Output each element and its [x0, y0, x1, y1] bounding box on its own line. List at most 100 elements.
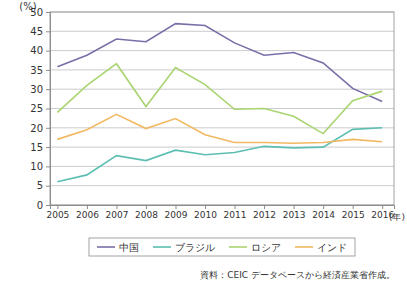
chart: 0510152025303540455020052006200720082009… [0, 0, 407, 284]
y-tick-mark [46, 89, 50, 90]
series-line [57, 24, 382, 102]
x-tick: 2011 [224, 205, 247, 220]
x-tick: 2010 [194, 205, 217, 220]
y-tick-mark [46, 205, 50, 206]
y-tick-mark [46, 12, 50, 13]
series-line [57, 114, 382, 143]
x-axis-title: (年) [389, 212, 405, 222]
x-tick: 2015 [342, 205, 365, 220]
legend-swatch [229, 246, 247, 248]
x-tick-mark [264, 205, 265, 209]
legend-label: インド [317, 242, 347, 253]
x-tick-mark [146, 205, 147, 209]
y-tick-label: 45 [30, 26, 43, 37]
y-tick: 40 [30, 45, 50, 56]
y-tick-label: 20 [30, 123, 43, 134]
x-tick-label: 2012 [253, 210, 276, 220]
legend-swatch [97, 246, 115, 248]
y-tick-mark [46, 51, 50, 52]
y-axis-line [46, 13, 51, 206]
grid-line [50, 127, 394, 128]
x-tick: 2013 [283, 205, 306, 220]
x-tick: 2009 [165, 205, 188, 220]
y-tick-label: 5 [37, 180, 43, 191]
x-tick-label: 2011 [224, 210, 247, 220]
legend-item: ロシア [229, 242, 281, 253]
y-tick-mark [46, 128, 50, 129]
y-tick: 35 [30, 65, 50, 76]
y-tick: 15 [30, 142, 50, 153]
grid-line [50, 50, 394, 51]
y-tick: 25 [30, 103, 50, 114]
y-tick-label: 10 [30, 161, 43, 172]
x-tick: 2006 [76, 205, 99, 220]
y-tick: 45 [30, 26, 50, 37]
y-tick-mark [46, 147, 50, 148]
legend-label: 中国 [119, 242, 139, 253]
x-tick-label: 2009 [165, 210, 188, 220]
legend-item: インド [295, 242, 347, 253]
y-tick: 30 [30, 84, 50, 95]
legend-box [89, 238, 355, 256]
x-tick-label: 2007 [105, 210, 128, 220]
y-tick-mark [46, 70, 50, 71]
legend-swatch [153, 246, 171, 248]
legend-label: ブラジル [175, 242, 215, 253]
x-tick: 2007 [105, 205, 128, 220]
x-axis: 2005 2006 2007 2008 2009 2010 2011 2012 2013 2014… [46, 205, 394, 220]
series-line [57, 64, 382, 134]
legend-swatch [295, 246, 313, 248]
y-tick-label: 40 [30, 45, 43, 56]
y-tick: 0 [37, 200, 50, 211]
y-axis: 05101520253035404550 [30, 7, 50, 211]
x-tick-label: 2010 [194, 210, 217, 220]
y-tick: 20 [30, 123, 50, 134]
legend: 中国 ブラジル ロシア インド [89, 238, 355, 256]
plot-frame [50, 12, 394, 205]
series-line [57, 128, 382, 182]
x-tick-label: 2013 [283, 210, 306, 220]
x-tick-mark [87, 205, 88, 209]
y-tick-mark [46, 31, 50, 32]
x-tick: 2014 [312, 205, 335, 220]
y-tick-mark [46, 186, 50, 187]
x-tick-mark [382, 205, 383, 209]
x-tick-label: 2008 [135, 210, 158, 220]
grid-line [50, 185, 394, 186]
y-tick-label: 25 [30, 103, 43, 114]
grid-line [50, 89, 394, 90]
y-axis-title: (%) [19, 1, 36, 12]
source-note: 資料：CEIC データベースから経済産業省作成。 [200, 270, 395, 280]
legend-item: 中国 [97, 242, 139, 253]
x-tick-mark [205, 205, 206, 209]
x-tick: 2008 [135, 205, 158, 220]
x-axis-line [51, 206, 395, 210]
x-tick-mark [294, 205, 295, 209]
x-tick: 2012 [253, 205, 276, 220]
y-tick-label: 15 [30, 142, 43, 153]
grid-line [50, 108, 394, 109]
y-tick-mark [46, 166, 50, 167]
y-tick: 10 [30, 161, 50, 172]
y-tick: 5 [37, 180, 50, 191]
plot-area [57, 24, 382, 182]
grid-line [50, 31, 394, 32]
grid-line [50, 147, 394, 148]
x-tick-mark [323, 205, 324, 209]
grid [50, 12, 394, 205]
x-tick-mark [116, 205, 117, 209]
grid-line [50, 69, 394, 70]
y-tick-label: 30 [30, 84, 43, 95]
y-tick-label: 35 [30, 65, 43, 76]
legend-item: ブラジル [153, 242, 215, 253]
x-tick: 2005 [46, 205, 69, 220]
x-tick-mark [175, 205, 176, 209]
x-tick-label: 2005 [46, 210, 69, 220]
y-tick-label: 0 [37, 200, 43, 211]
x-tick-mark [353, 205, 354, 209]
x-tick-label: 2014 [312, 210, 335, 220]
legend-label: ロシア [251, 242, 281, 253]
x-tick-label: 2006 [76, 210, 99, 220]
x-tick-mark [57, 205, 58, 209]
x-tick-mark [235, 205, 236, 209]
